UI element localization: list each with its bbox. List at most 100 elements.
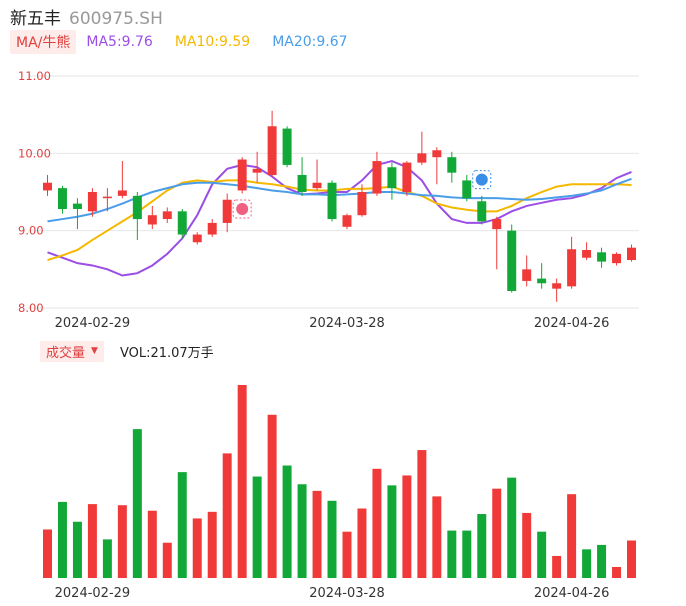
- candle-body: [162, 211, 172, 220]
- x-tick-label: 2024-02-29: [55, 316, 131, 331]
- markers: [232, 170, 492, 219]
- candle: [57, 185, 67, 214]
- candle-body: [192, 234, 202, 243]
- candle-body: [627, 247, 637, 261]
- y-tick-label: 10.00: [18, 146, 51, 160]
- volume-bar: [162, 542, 172, 578]
- candle-body: [612, 253, 622, 264]
- candle: [312, 159, 322, 191]
- candle: [72, 198, 82, 230]
- candle-body: [417, 153, 427, 163]
- x-tick-label: 2024-04-26: [534, 316, 610, 331]
- volume-bar: [387, 485, 397, 578]
- candle: [432, 147, 442, 185]
- candle-body: [57, 188, 67, 210]
- candle: [462, 174, 472, 202]
- candle-body: [477, 201, 487, 222]
- candle-body: [222, 199, 232, 223]
- candle-body: [372, 161, 382, 194]
- x-tick-label: 2024-03-28: [309, 316, 385, 331]
- candle: [552, 278, 562, 302]
- candle-body: [237, 159, 247, 191]
- ma10-label: MA10:9.59: [174, 34, 251, 50]
- x-tick-label: 2024-04-26: [534, 586, 610, 601]
- candles: [42, 110, 637, 302]
- candle: [342, 213, 352, 230]
- ma5-label: MA5:9.76: [86, 34, 153, 50]
- candle: [477, 195, 487, 225]
- candle: [582, 242, 592, 261]
- ma-legend: MA/牛熊 MA5:9.76 MA10:9.59 MA20:9.67: [10, 30, 370, 54]
- volume-bars: [42, 385, 637, 578]
- candle: [102, 188, 112, 212]
- candle-body: [87, 192, 97, 212]
- candle-body: [507, 230, 517, 291]
- ma-toggle-button[interactable]: MA/牛熊: [10, 30, 77, 54]
- candle: [567, 236, 577, 289]
- candle: [507, 224, 517, 293]
- volume-bar: [432, 496, 442, 578]
- candle-body: [327, 182, 337, 220]
- volume-bar: [507, 477, 517, 578]
- candle-body: [492, 219, 502, 230]
- candle-body: [567, 249, 577, 287]
- volume-bar: [312, 490, 322, 578]
- volume-bar: [477, 514, 487, 578]
- dropdown-arrow-icon: ▼: [91, 346, 98, 356]
- stock-name: 新五丰: [10, 9, 61, 29]
- candle-body: [132, 195, 142, 220]
- volume-bar: [342, 531, 352, 578]
- volume-bar: [72, 521, 82, 578]
- price-axis: 11.00 10.00 9.00 8.00: [18, 69, 51, 315]
- volume-bar: [402, 475, 412, 578]
- candle: [522, 255, 532, 287]
- volume-bar: [207, 511, 217, 578]
- candle-body: [207, 222, 217, 235]
- volume-bar: [537, 531, 547, 578]
- candle-body: [72, 203, 82, 210]
- sell-signal-icon-dot: [236, 203, 249, 216]
- candle-body: [117, 190, 127, 196]
- y-tick-label: 9.00: [18, 224, 44, 238]
- stock-header: 新五丰 600975.SH: [10, 4, 163, 29]
- candle: [192, 232, 202, 245]
- buy-signal-icon-dot: [475, 173, 488, 186]
- sell-signal-icon-frame: [232, 199, 252, 219]
- volume-bar: [447, 530, 457, 578]
- candle: [207, 219, 217, 237]
- candle: [297, 157, 307, 196]
- x-tick-label: 2024-03-28: [309, 586, 385, 601]
- ma-lines: [47, 160, 632, 277]
- candle-body: [447, 157, 457, 173]
- volume-toggle-label: 成交量: [46, 345, 86, 361]
- price-date-axis: 2024-02-29 2024-03-28 2024-04-26: [55, 316, 610, 331]
- candle: [237, 157, 247, 194]
- volume-bar: [372, 468, 382, 578]
- volume-bar: [612, 566, 622, 578]
- candle-body: [147, 215, 157, 225]
- candle: [222, 193, 232, 233]
- ma5-line: [47, 160, 632, 277]
- candle: [627, 244, 637, 262]
- volume-bar: [492, 488, 502, 578]
- candle: [282, 126, 292, 168]
- volume-bar: [462, 530, 472, 578]
- candle: [402, 161, 412, 196]
- volume-bar: [267, 414, 277, 578]
- candle: [87, 188, 97, 217]
- volume-toggle-button[interactable]: 成交量 ▼: [40, 340, 104, 362]
- candle: [327, 180, 337, 222]
- candle-body: [357, 192, 367, 216]
- candle-body: [42, 182, 52, 191]
- volume-bar: [297, 484, 307, 578]
- candle: [597, 247, 607, 268]
- candle: [372, 151, 382, 196]
- candle-body: [522, 269, 532, 281]
- ma20-line: [47, 177, 632, 223]
- candle: [447, 151, 457, 183]
- volume-bar: [237, 385, 247, 578]
- volume-bar: [87, 504, 97, 578]
- volume-bar: [102, 539, 112, 578]
- candle-body: [582, 250, 592, 258]
